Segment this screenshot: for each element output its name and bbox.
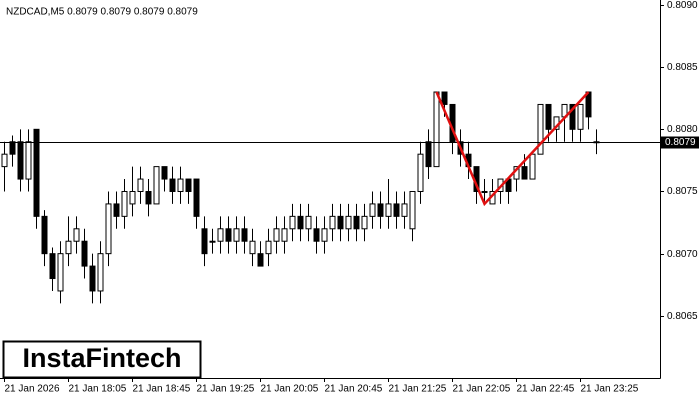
candle-body <box>25 141 32 180</box>
candle-body <box>177 178 184 192</box>
candle-body <box>385 203 392 217</box>
candle-body <box>337 215 344 230</box>
candle-body <box>545 103 552 130</box>
candle-body <box>401 203 408 217</box>
candle-body <box>313 228 320 242</box>
candle-body <box>481 190 488 193</box>
x-tick-label: 21 Jan 19:25 <box>197 384 255 395</box>
current-price-label: 0.8079 <box>665 137 696 148</box>
candle-body <box>249 240 256 255</box>
candle-body <box>305 215 312 230</box>
candle-body <box>145 190 152 205</box>
candle-body <box>41 215 48 255</box>
candle-body <box>241 228 248 242</box>
candle-body <box>217 228 224 242</box>
y-tick-label: 0.8070 <box>667 249 698 260</box>
candle-body <box>281 228 288 242</box>
x-tick-label: 21 Jan 2026 <box>5 384 60 395</box>
candle-body <box>105 203 112 255</box>
candle-body <box>233 228 240 242</box>
candle-body <box>377 203 384 217</box>
candle-body <box>393 203 400 217</box>
y-tick-label: 0.8085 <box>667 62 698 73</box>
candle-body <box>521 166 528 180</box>
candle-body <box>185 178 192 192</box>
candle-body <box>97 253 104 292</box>
candle-body <box>57 253 64 292</box>
x-tick-label: 21 Jan 22:05 <box>453 384 511 395</box>
candle-body <box>417 153 424 192</box>
candle-body <box>369 203 376 217</box>
candle-body <box>201 228 208 255</box>
candle-body <box>441 91 448 105</box>
candle-body <box>113 203 120 217</box>
current-price-box <box>661 136 699 149</box>
candle-body <box>169 178 176 192</box>
candle-body <box>537 103 544 155</box>
y-tick-label: 0.8080 <box>667 124 698 135</box>
y-tick-label: 0.8065 <box>667 311 698 322</box>
x-tick-label: 21 Jan 18:45 <box>133 384 191 395</box>
y-tick-label: 0.8075 <box>667 186 698 197</box>
candle-body <box>33 128 40 217</box>
candle-body <box>329 215 336 230</box>
candle-body <box>9 141 16 155</box>
x-tick-label: 21 Jan 20:05 <box>261 384 319 395</box>
candle-body <box>265 240 272 255</box>
candle-body <box>89 265 96 292</box>
x-tick-label: 21 Jan 23:25 <box>581 384 639 395</box>
pattern-line <box>435 91 590 207</box>
candle-body <box>81 240 88 267</box>
candle-body <box>257 253 264 267</box>
candle-body <box>345 215 352 230</box>
candle-body <box>297 215 304 230</box>
candle-body <box>73 228 80 242</box>
x-tick-label: 21 Jan 20:45 <box>325 384 383 395</box>
candle-body <box>121 190 128 217</box>
candle-body <box>17 141 24 180</box>
candle-body <box>225 228 232 242</box>
candle-body <box>529 153 536 180</box>
candle-body <box>161 166 168 180</box>
candle-body <box>409 190 416 230</box>
logo-box <box>2 340 202 379</box>
candle-body <box>193 178 200 217</box>
candle-body <box>49 253 56 280</box>
candle-body <box>361 215 368 230</box>
candle-body <box>569 103 576 130</box>
candle-body <box>353 215 360 230</box>
y-tick-label: 0.8090 <box>667 0 698 11</box>
candle-body <box>585 91 592 118</box>
candle-body <box>425 141 432 168</box>
x-tick-label: 21 Jan 22:45 <box>517 384 575 395</box>
candle-body <box>153 166 160 205</box>
logo: InstaFintech <box>22 343 181 373</box>
chart-title: NZDCAD,M5 0.8079 0.8079 0.8079 0.8079 <box>6 7 198 18</box>
candle-body <box>1 153 8 168</box>
candle-body <box>289 215 296 230</box>
candle-body <box>209 240 216 243</box>
candle-body <box>137 178 144 192</box>
candle-body <box>273 228 280 242</box>
candle-body <box>129 190 136 205</box>
candle-body <box>65 240 72 255</box>
candle-body <box>577 103 584 130</box>
candle-body <box>433 91 440 168</box>
candle-body <box>321 228 328 242</box>
x-tick-label: 21 Jan 18:05 <box>69 384 127 395</box>
x-tick-label: 21 Jan 21:25 <box>389 384 447 395</box>
